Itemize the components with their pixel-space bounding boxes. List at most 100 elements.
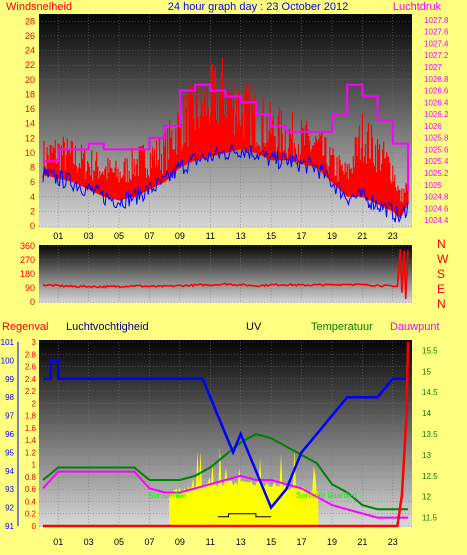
compass-label: E xyxy=(437,282,445,296)
pressure-tick-label: 1026 xyxy=(424,122,442,131)
panel2-series xyxy=(42,249,409,299)
hour-tick-label: 03 xyxy=(84,231,94,241)
humidity-tick-label: 99 xyxy=(5,375,14,384)
temperature-tick-label: 14.5 xyxy=(422,388,438,397)
temperature-tick-label: 14 xyxy=(422,409,431,418)
pressure-tick-label: 1027.6 xyxy=(424,28,449,37)
direction-tick-label: 90 xyxy=(25,283,35,293)
hour-tick-label: 11 xyxy=(206,231,215,241)
wind-tick-label: 16 xyxy=(25,104,35,114)
hour-tick-label: 15 xyxy=(266,537,276,547)
panel2-left-ticks: 0 90 180 270 360 xyxy=(20,241,35,307)
pressure-tick-label: 1025.6 xyxy=(424,145,449,154)
hour-tick-label: 15 xyxy=(266,231,276,241)
wind-tick-label: 0 xyxy=(30,221,35,231)
rain-series xyxy=(43,341,410,528)
panel3-series xyxy=(42,341,410,528)
rain-tick-label: 1 xyxy=(32,461,37,470)
temperature-tick-label: 11.5 xyxy=(422,514,438,523)
humidity-series xyxy=(43,359,408,510)
hour-tick-label: 17 xyxy=(297,537,307,547)
wind-tick-label: 8 xyxy=(30,163,35,173)
wind-tick-label: 18 xyxy=(25,89,35,99)
pressure-tick-label: 1027.4 xyxy=(424,39,449,48)
pressure-tick-label: 1024.4 xyxy=(424,216,449,225)
wind-tick-label: 26 xyxy=(25,31,35,41)
hour-tick-label: 09 xyxy=(175,231,185,241)
pressure-tick-label: 1026.6 xyxy=(424,87,449,96)
rain-tick-label: 1.2 xyxy=(25,448,37,457)
wind-tick-label: 24 xyxy=(25,46,35,56)
direction-tick-label: 180 xyxy=(20,269,35,279)
rain-tick-label: 2.2 xyxy=(25,387,37,396)
hour-tick-label: 19 xyxy=(327,537,337,547)
solar-area xyxy=(169,447,319,526)
humidity-tick-label: 93 xyxy=(5,485,14,494)
wind-tick-label: 22 xyxy=(25,60,35,70)
legend-rain: Regenval xyxy=(2,321,48,333)
humidity-tick-label: 92 xyxy=(5,504,14,513)
direction-tick-label: 360 xyxy=(20,241,35,251)
hour-tick-label: 09 xyxy=(175,537,185,547)
rain-tick-label: 2.4 xyxy=(25,375,37,384)
humidity-axis-ticks: 91 92 93 94 95 96 97 98 99 100 101 xyxy=(1,338,19,531)
pressure-tick-label: 1027.8 xyxy=(424,16,449,25)
solar-radiation-area xyxy=(169,447,319,526)
hour-tick-label: 23 xyxy=(388,537,398,547)
sun-strength-annotation: Sonsterkte xyxy=(148,491,187,500)
panel3-x-ticks: 01 03 05 07 09 11 13 15 17 19 21 23 xyxy=(53,537,398,547)
hour-tick-label: 07 xyxy=(144,231,154,241)
pressure-tick-label: 1024.8 xyxy=(424,193,449,202)
rain-tick-label: 0 xyxy=(32,522,37,531)
wind-tick-label: 12 xyxy=(25,133,35,143)
legend-uv: UV xyxy=(246,321,262,333)
temperature-tick-label: 12 xyxy=(422,493,431,502)
temperature-axis-ticks: 11.5 12 12.5 13 13.5 14 14.5 15 15.5 xyxy=(422,346,438,522)
hour-tick-label: 01 xyxy=(53,537,63,547)
temperature-tick-label: 12.5 xyxy=(422,472,438,481)
rain-axis-ticks: 0 0.2 0.4 0.6 0.8 1 1.2 1.4 1.6 1.8 2 2.2 2.4 2.6 2.8 3 xyxy=(25,338,37,531)
rain-tick-label: 1.6 xyxy=(25,424,37,433)
hour-tick-label: 21 xyxy=(357,231,367,241)
pressure-series xyxy=(43,83,409,191)
panel2-grid xyxy=(39,245,412,303)
pressure-tick-label: 1025.8 xyxy=(424,134,449,143)
temperature-tick-label: 13.5 xyxy=(422,430,438,439)
hour-tick-label: 07 xyxy=(144,537,154,547)
humidity-tick-label: 98 xyxy=(5,393,14,402)
hour-tick-label: 19 xyxy=(327,231,337,241)
rain-tick-label: 0.8 xyxy=(25,473,37,482)
hour-tick-label: 21 xyxy=(357,537,367,547)
direction-tick-label: 270 xyxy=(20,255,35,265)
panel1-x-ticks: 01 03 05 07 09 11 13 15 17 19 21 23 xyxy=(53,231,398,241)
wind-tick-label: 10 xyxy=(25,148,35,158)
humidity-tick-label: 100 xyxy=(1,356,15,365)
humidity-tick-label: 95 xyxy=(5,448,14,457)
hour-tick-label: 01 xyxy=(53,231,63,241)
legend-dewpoint: Dauwpunt xyxy=(390,321,440,333)
wind-tick-label: 4 xyxy=(30,192,35,202)
rain-tick-label: 3 xyxy=(32,338,37,347)
chart-title: 24 hour graph day : 23 October 2012 xyxy=(168,1,348,13)
humidity-tick-label: 94 xyxy=(5,467,14,476)
pressure-tick-label: 1025 xyxy=(424,181,442,190)
rain-tick-label: 2.8 xyxy=(25,350,37,359)
hour-tick-label: 23 xyxy=(388,231,398,241)
wind-axis-label: Windsnelheid xyxy=(6,1,72,13)
pressure-tick-label: 1027.2 xyxy=(424,51,449,60)
wind-tick-label: 14 xyxy=(25,119,35,129)
wind-tick-label: 20 xyxy=(25,75,35,85)
pressure-tick-label: 1025.4 xyxy=(424,157,449,166)
direction-tick-label: 0 xyxy=(30,297,35,307)
wind-tick-label: 28 xyxy=(25,16,35,26)
rain-tick-label: 1.4 xyxy=(25,436,37,445)
pressure-tick-label: 1027 xyxy=(424,63,442,72)
humidity-tick-label: 97 xyxy=(5,412,14,421)
hour-tick-label: 11 xyxy=(206,537,215,547)
compass-label: S xyxy=(437,267,445,281)
compass-label: N xyxy=(437,297,446,311)
temperature-tick-label: 13 xyxy=(422,451,431,460)
